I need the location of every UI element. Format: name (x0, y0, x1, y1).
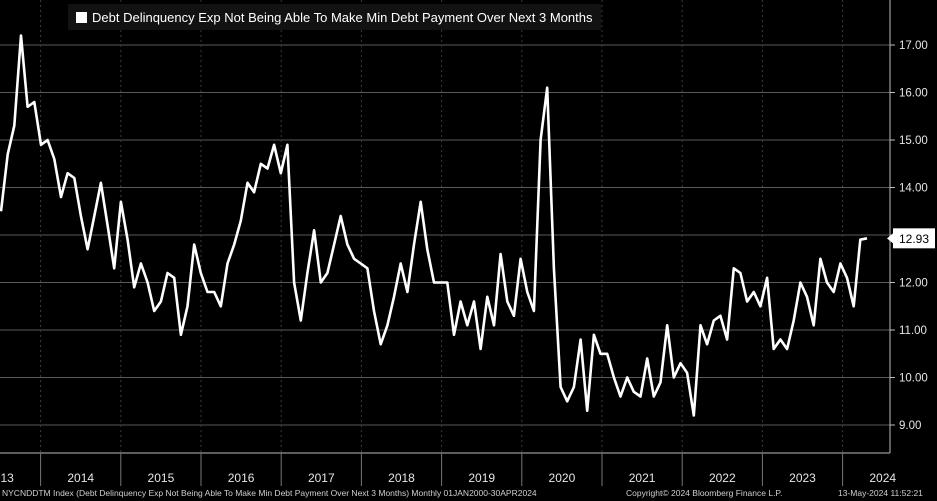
line-chart: 2013 2014 2015 2016 2017 2018 2019 2020 2021 2022… (0, 0, 935, 486)
x-tick-label: 2022 (709, 471, 736, 485)
x-tick-label: 2013 (0, 471, 14, 485)
x-axis: 2013 2014 2015 2016 2017 2018 2019 2020 2021 2022… (0, 452, 896, 486)
last-value-box (893, 228, 935, 249)
series-line (0, 34, 868, 417)
legend: Debt Delinquency Exp Not Being Able To M… (68, 4, 601, 30)
y-tick-label: 15.00 (899, 135, 928, 147)
y-axis: 9.0010.0011.0012.0013.0014.0015.0016.001… (889, 0, 928, 453)
grid-lines (0, 0, 890, 453)
footer: NYCNDDTM Index (Debt Delinquency Exp Not… (0, 486, 937, 501)
legend-swatch (76, 11, 87, 23)
y-tick-label: 14.00 (899, 183, 928, 195)
last-value-text: 12.93 (899, 232, 929, 246)
x-tick-label: 2021 (629, 471, 656, 485)
footer-timestamp: 13-May-2024 11:52:21 (838, 488, 923, 498)
y-tick-label: 9.00 (899, 420, 921, 432)
legend-label: Debt Delinquency Exp Not Being Able To M… (92, 9, 593, 25)
x-tick-label: 2017 (308, 471, 335, 485)
x-tick-label: 2015 (148, 471, 175, 485)
y-tick-label: 17.00 (899, 40, 928, 52)
footer-copyright: Copyright© 2024 Bloomberg Finance L.P. (626, 488, 783, 498)
y-tick-label: 10.00 (899, 373, 928, 385)
last-value-pointer (887, 233, 893, 244)
x-tick-label: 2023 (789, 471, 816, 485)
footer-ticker: NYCNDDTM Index (Debt Delinquency Exp Not… (2, 488, 537, 498)
x-tick-label: 2018 (388, 471, 415, 485)
last-value-label: 12.93 (887, 228, 935, 249)
y-tick-label: 12.00 (899, 278, 928, 290)
y-tick-label: 11.00 (899, 325, 927, 337)
x-tick-label: 2024 (869, 471, 896, 485)
y-tick-label: 16.00 (899, 88, 928, 100)
x-tick-label: 2016 (228, 471, 255, 485)
x-tick-label: 2019 (468, 471, 495, 485)
x-tick-label: 2014 (67, 471, 94, 485)
x-tick-label: 2020 (549, 471, 576, 485)
